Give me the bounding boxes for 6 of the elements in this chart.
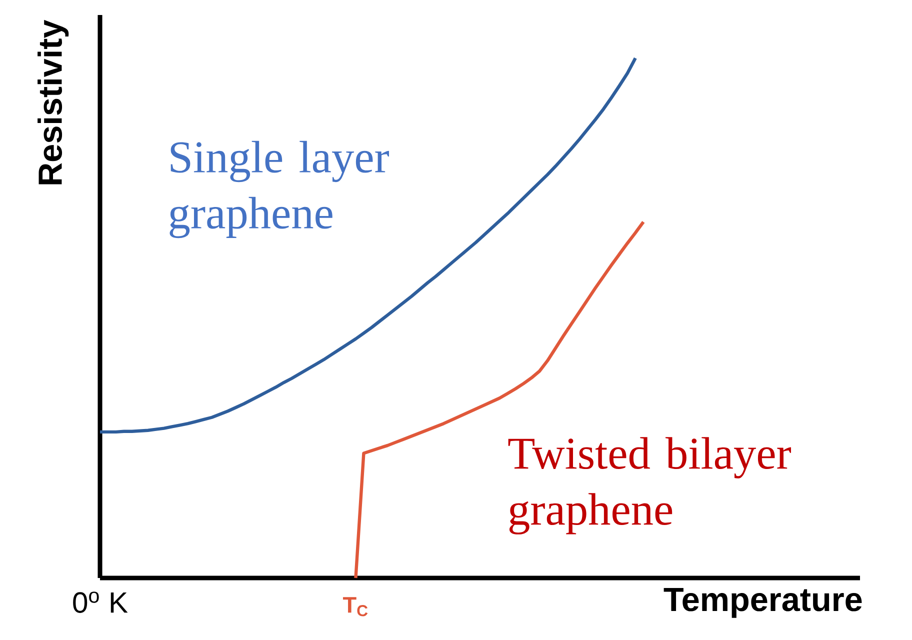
series-label: Single layer graphene [170,140,389,238]
x-tick-label: 0$^{o}$ K [73,592,128,613]
x-tick-label: T$_{C}$ [342,597,368,616]
y-axis-title: Resistivity [38,20,69,184]
series-label: Twisted bilayer graphene [508,437,791,534]
x-axis-title: Temperature [664,588,862,618]
